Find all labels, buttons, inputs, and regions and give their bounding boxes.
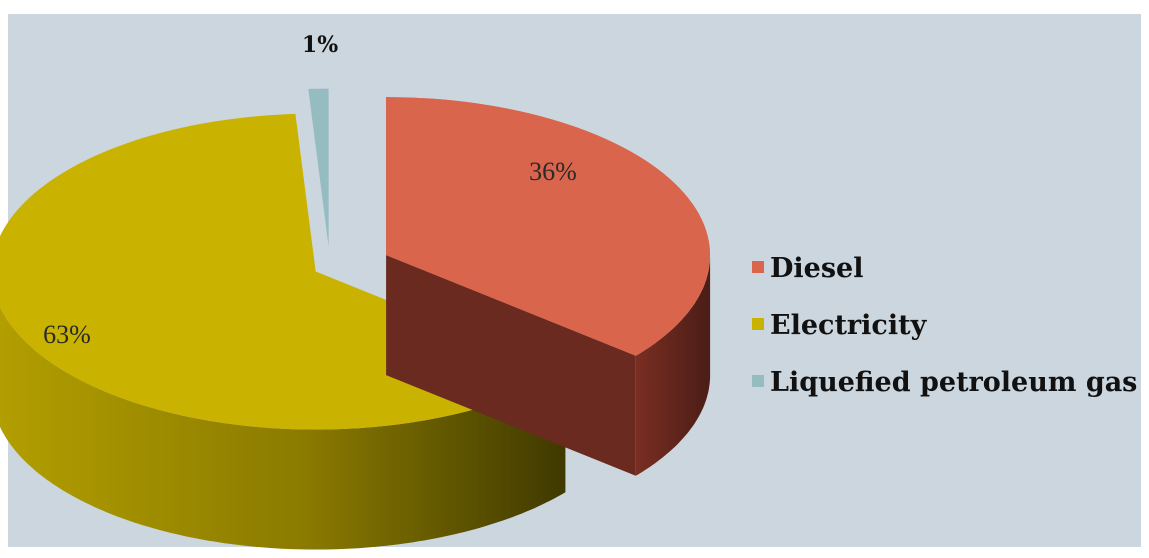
- legend-label-liquefied-petroleum-gas-lpg: Liquefied petroleum gas (LPG): [770, 367, 1149, 398]
- data-label-electricity: 63%: [43, 320, 91, 349]
- data-label-liquefied-petroleum-gas-lpg: 1%: [302, 32, 338, 58]
- legend-label-electricity: Electricity: [770, 310, 928, 341]
- legend: Diesel Electricity Liquefied petroleum gas…: [752, 253, 1149, 398]
- pie-cut-diesel: [386, 255, 636, 476]
- pie-layer: 36% 63% 1%: [0, 32, 711, 550]
- pie-slice-diesel: [386, 97, 711, 356]
- legend-swatch-electricity: [752, 318, 764, 330]
- pie-side-diesel: [635, 255, 711, 476]
- pie-side-electricity: [0, 306, 566, 550]
- pie-slice-liquefied-petroleum-gas-lpg: [308, 88, 329, 247]
- data-label-diesel: 36%: [529, 157, 577, 186]
- legend-label-diesel: Diesel: [770, 253, 864, 284]
- legend-swatch-diesel: [752, 261, 764, 273]
- legend-swatch-liquefied-petroleum-gas-lpg: [752, 375, 764, 387]
